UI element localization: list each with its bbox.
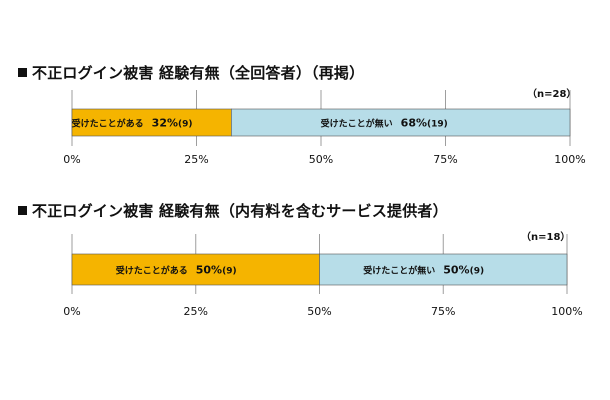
chart-title: 不正ログイン被害 経験有無（内有料を含むサービス提供者） [18, 200, 448, 221]
stacked-bar-plot: 受けたことがある 32%(9) 受けたことが無い 68%(19) 0% 25% 50% 75%… [63, 90, 586, 166]
segment-value-label: 32%(9) [152, 117, 193, 130]
x-tick-label: 25% [184, 305, 208, 318]
x-tick-label: 50% [307, 305, 331, 318]
x-tick-label: 0% [63, 305, 80, 318]
segment-category-label: 受けたことが無い [321, 118, 393, 130]
chart-title: 不正ログイン被害 経験有無（全回答者）（再掲） [18, 62, 364, 83]
x-tick-label: 100% [551, 305, 582, 318]
segment-value-label: 50%(9) [443, 264, 484, 277]
chart-paid-service-providers: 不正ログイン被害 経験有無（内有料を含むサービス提供者） （n=18） 受けたこ… [0, 200, 610, 350]
bar-segment-experienced [71, 253, 320, 286]
segment-value-label: 50%(9) [196, 264, 237, 277]
segment-category-label: 受けたことが無い [363, 265, 435, 277]
chart-title-text: 不正ログイン被害 経験有無（内有料を含むサービス提供者） [32, 202, 448, 220]
bar-segment-experienced [71, 108, 232, 137]
bar-segment-not-experienced [231, 108, 571, 137]
segment-value-label: 68%(19) [401, 117, 448, 130]
x-tick-label: 0% [63, 153, 80, 166]
sample-size-note: （n=28） [527, 89, 577, 100]
x-tick-label: 75% [431, 305, 455, 318]
bar-segment-not-experienced [319, 253, 568, 286]
sample-size-note: （n=18） [521, 232, 571, 243]
stacked-bar-plot: 受けたことがある 50%(9) 受けたことが無い 50%(9) 0% 25% 50% 75% 1… [63, 234, 583, 318]
x-tick-label: 50% [309, 153, 333, 166]
x-tick-label: 75% [433, 153, 457, 166]
chart-title-text: 不正ログイン被害 経験有無（全回答者）（再掲） [32, 64, 365, 82]
square-bullet-icon [18, 68, 27, 77]
square-bullet-icon [18, 206, 27, 215]
chart-all-respondents: 不正ログイン被害 経験有無（全回答者）（再掲） （n=28） 受けたことがある 3… [0, 62, 610, 212]
segment-category-label: 受けたことがある [116, 265, 188, 277]
x-tick-label: 25% [184, 153, 208, 166]
segment-category-label: 受けたことがある [72, 118, 144, 130]
x-tick-label: 100% [554, 153, 585, 166]
